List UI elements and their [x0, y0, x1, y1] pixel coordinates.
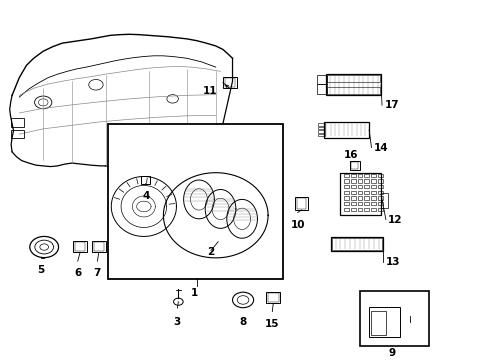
- Bar: [357, 185, 362, 189]
- Bar: [370, 196, 375, 200]
- Bar: [377, 179, 382, 183]
- Bar: [371, 311, 385, 335]
- Bar: [357, 202, 362, 206]
- Bar: [92, 241, 105, 252]
- Bar: [357, 179, 362, 183]
- Bar: [344, 207, 348, 211]
- Text: 17: 17: [384, 100, 398, 110]
- Bar: [73, 241, 87, 252]
- Bar: [317, 130, 324, 133]
- Bar: [349, 161, 359, 170]
- Bar: [344, 190, 348, 194]
- Bar: [351, 162, 357, 169]
- Bar: [364, 185, 368, 189]
- Bar: [377, 207, 382, 211]
- Bar: [11, 118, 24, 127]
- Bar: [317, 134, 324, 136]
- Text: 3: 3: [173, 317, 181, 327]
- Bar: [364, 207, 368, 211]
- Bar: [364, 202, 368, 206]
- Bar: [357, 196, 362, 200]
- Bar: [380, 193, 387, 208]
- Bar: [94, 242, 103, 251]
- Bar: [350, 185, 355, 189]
- Bar: [75, 242, 85, 251]
- Bar: [350, 174, 355, 177]
- Bar: [364, 179, 368, 183]
- Text: 2: 2: [207, 247, 214, 257]
- Text: 8: 8: [239, 317, 246, 327]
- Bar: [196, 161, 205, 168]
- Bar: [364, 174, 368, 177]
- Bar: [317, 84, 326, 94]
- Bar: [357, 174, 362, 177]
- Bar: [359, 291, 428, 346]
- Bar: [331, 238, 381, 249]
- Bar: [344, 185, 348, 189]
- Text: 7: 7: [94, 268, 101, 278]
- Bar: [323, 122, 368, 138]
- Bar: [377, 185, 382, 189]
- Bar: [267, 293, 278, 302]
- Bar: [370, 202, 375, 206]
- Bar: [108, 123, 282, 279]
- Bar: [344, 202, 348, 206]
- Bar: [377, 202, 382, 206]
- Bar: [357, 207, 362, 211]
- Bar: [357, 190, 362, 194]
- Bar: [294, 197, 307, 210]
- Bar: [370, 190, 375, 194]
- Bar: [317, 75, 326, 84]
- Bar: [377, 190, 382, 194]
- Text: 1: 1: [190, 288, 198, 298]
- Bar: [364, 190, 368, 194]
- Bar: [370, 174, 375, 177]
- Text: 14: 14: [373, 143, 388, 153]
- Bar: [370, 179, 375, 183]
- Bar: [317, 123, 324, 126]
- Text: 5: 5: [37, 265, 44, 275]
- Text: 12: 12: [387, 215, 402, 225]
- Bar: [167, 161, 176, 168]
- Text: 9: 9: [387, 348, 394, 357]
- Bar: [350, 196, 355, 200]
- Bar: [11, 130, 24, 138]
- Bar: [350, 207, 355, 211]
- Bar: [327, 87, 379, 94]
- Text: 11: 11: [203, 86, 217, 96]
- Bar: [344, 196, 348, 200]
- Bar: [265, 292, 280, 303]
- Bar: [344, 179, 348, 183]
- Bar: [350, 179, 355, 183]
- Bar: [340, 173, 380, 215]
- Bar: [344, 174, 348, 177]
- Bar: [350, 190, 355, 194]
- Bar: [141, 176, 150, 184]
- Bar: [364, 196, 368, 200]
- Bar: [223, 77, 237, 88]
- Bar: [224, 78, 235, 87]
- Text: 10: 10: [290, 220, 305, 230]
- Bar: [368, 307, 399, 337]
- Bar: [370, 207, 375, 211]
- Text: 13: 13: [385, 257, 400, 267]
- Bar: [139, 161, 147, 168]
- Text: 15: 15: [264, 319, 279, 329]
- Bar: [370, 185, 375, 189]
- Bar: [350, 202, 355, 206]
- Bar: [327, 75, 379, 82]
- Bar: [377, 196, 382, 200]
- Bar: [377, 174, 382, 177]
- Bar: [317, 127, 324, 129]
- Bar: [296, 198, 305, 208]
- Bar: [330, 237, 383, 251]
- Text: 4: 4: [142, 191, 150, 201]
- Bar: [325, 74, 380, 95]
- Text: 16: 16: [343, 149, 357, 159]
- Text: 6: 6: [74, 268, 81, 278]
